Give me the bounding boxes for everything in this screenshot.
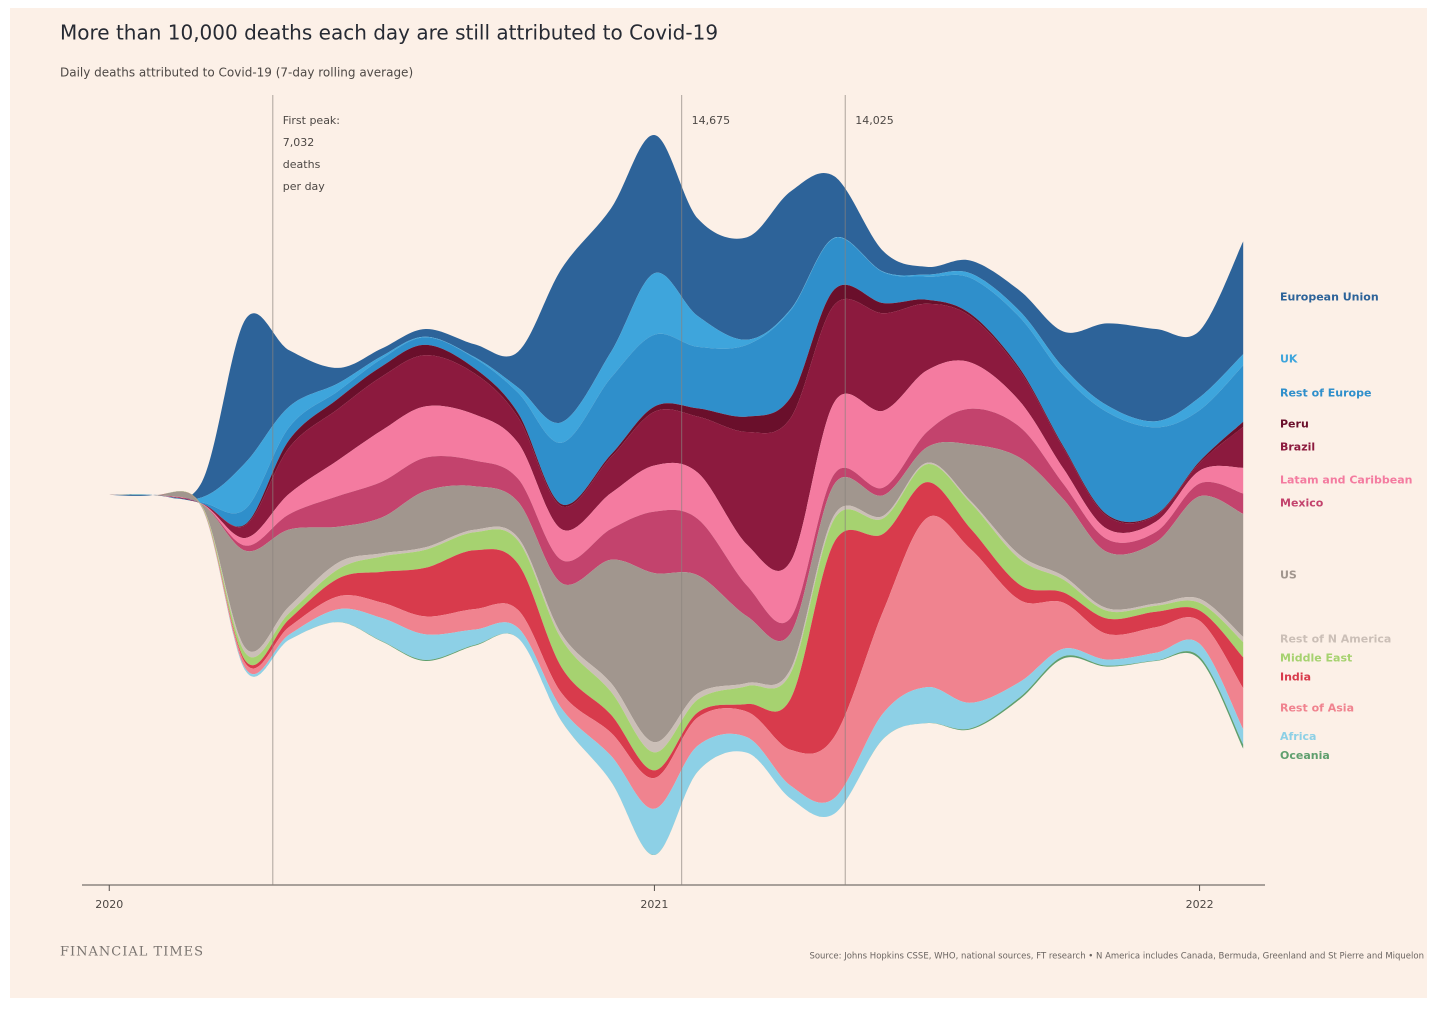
stream-area (109, 134, 1244, 500)
legend-label: Africa (1280, 730, 1316, 743)
legend-label: Rest of Europe (1280, 387, 1371, 400)
legend-label: Oceania (1280, 749, 1330, 762)
legend-label: US (1280, 568, 1297, 581)
annotation-text: First peak: (283, 114, 340, 127)
stream-area (109, 237, 1244, 527)
chart-title: More than 10,000 deaths each day are sti… (60, 21, 718, 45)
legend-label: Middle East (1280, 651, 1352, 664)
stream-area (109, 298, 1244, 571)
annotation-text: 14,025 (855, 114, 894, 127)
x-tick-label: 2020 (95, 898, 123, 911)
annotation-text: 7,032 (283, 136, 315, 149)
legend-label: Latam and Caribbean (1280, 474, 1413, 487)
stream-area (109, 408, 1244, 642)
stream-area (109, 237, 1244, 514)
chart-subtitle: Daily deaths attributed to Covid-19 (7-d… (60, 66, 413, 80)
legend-label: Mexico (1280, 497, 1324, 510)
x-tick-label: 2022 (1186, 898, 1214, 911)
legend-label: UK (1280, 353, 1298, 366)
legend-label: Peru (1280, 417, 1309, 430)
stream-area (109, 360, 1244, 624)
legend-label: Rest of Asia (1280, 702, 1354, 715)
stream-area (109, 284, 1244, 528)
stream-area (109, 491, 1244, 809)
source: Source: Johns Hopkins CSSE, WHO, nationa… (809, 952, 1424, 962)
annotation-text: deaths (283, 158, 321, 171)
legend-label: Rest of N America (1280, 632, 1391, 645)
legend-label: India (1280, 670, 1311, 683)
legend-label: Brazil (1280, 440, 1315, 453)
annotation-text: per day (283, 180, 325, 193)
legend-label: European Union (1280, 291, 1379, 304)
stream-area (109, 491, 1244, 855)
brand: FINANCIAL TIMES (60, 945, 204, 960)
annotation-text: 14,675 (692, 114, 731, 127)
stream-area (109, 442, 1244, 743)
x-tick-label: 2021 (640, 898, 668, 911)
